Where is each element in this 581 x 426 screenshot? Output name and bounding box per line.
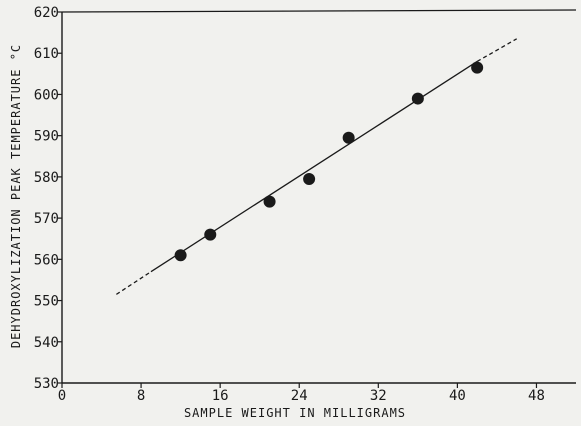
data-point [411, 92, 424, 105]
y-tick-label: 600 [34, 87, 59, 103]
data-point [263, 195, 276, 208]
data-point [204, 228, 217, 241]
y-tick-label: 620 [34, 5, 59, 21]
x-axis-label: SAMPLE WEIGHT IN MILLIGRAMS [184, 406, 406, 420]
x-tick-label: 40 [449, 388, 466, 404]
x-tick-label: 24 [291, 388, 308, 404]
data-points [174, 61, 484, 262]
y-tick-label: 590 [34, 129, 59, 145]
top-border-line [61, 9, 577, 13]
x-axis-ticks: 0 8 16 24 32 40 48 [58, 383, 545, 404]
x-tick-label: 32 [370, 388, 387, 404]
data-point [342, 131, 355, 144]
x-tick-label: 16 [212, 388, 229, 404]
y-tick-label: 560 [34, 252, 59, 268]
data-point [303, 172, 316, 185]
y-axis-label: DEHYDROXYLIZATION PEAK TEMPERATURE °C [9, 44, 23, 348]
y-tick-label: 610 [34, 46, 59, 62]
plot-frame [61, 9, 577, 384]
fit-line-dashed [116, 271, 152, 295]
y-axis-ticks: 530 540 550 560 570 580 590 600 610 620 [34, 5, 62, 392]
y-tick-label: 540 [34, 335, 59, 351]
y-tick-label: 550 [34, 294, 59, 310]
x-tick-label: 0 [58, 388, 66, 404]
fit-line-solid [150, 60, 478, 273]
y-tick-label: 570 [34, 211, 59, 227]
data-point [471, 61, 484, 74]
x-tick-label: 8 [137, 388, 145, 404]
x-tick-label: 48 [528, 388, 545, 404]
data-point [174, 249, 187, 262]
y-tick-label: 580 [34, 170, 59, 186]
y-tick-label: 530 [34, 376, 59, 392]
fit-line-dashed [476, 38, 518, 63]
